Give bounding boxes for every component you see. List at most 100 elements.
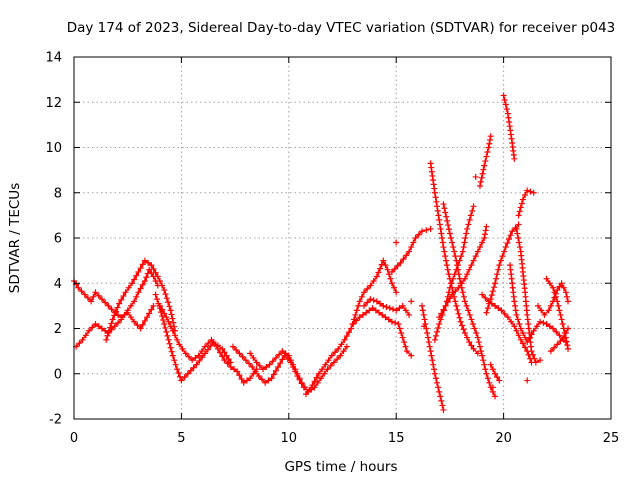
data-point-marker (179, 345, 186, 352)
data-point-marker (439, 402, 446, 409)
data-point-marker (522, 334, 529, 341)
data-point-marker (372, 307, 379, 314)
data-point-marker (171, 357, 178, 364)
data-point-marker (298, 379, 305, 386)
data-point-marker (486, 136, 493, 143)
x-tick-label: 25 (603, 431, 620, 446)
data-point-marker (557, 337, 564, 344)
data-point-marker (116, 300, 123, 307)
data-point-marker (503, 106, 510, 113)
data-point-marker (432, 332, 439, 339)
data-point-marker (500, 92, 507, 99)
data-point-marker (175, 369, 182, 376)
data-point-marker (102, 327, 109, 334)
data-point-marker (131, 276, 138, 283)
data-point-marker (249, 363, 256, 370)
data-point-marker (302, 391, 309, 398)
data-point-marker (189, 357, 196, 364)
data-point-marker (170, 319, 177, 326)
data-point-marker (466, 216, 473, 223)
data-point-marker (418, 228, 425, 235)
data-point-marker (285, 352, 292, 359)
data-point-marker (161, 320, 168, 327)
data-point-marker (348, 325, 355, 332)
data-point-marker (440, 306, 447, 313)
data-point-marker (156, 277, 163, 284)
data-point-marker (401, 339, 408, 346)
data-point-marker (343, 343, 350, 350)
data-point-marker (492, 370, 499, 377)
data-point-marker (322, 361, 329, 368)
data-point-marker (154, 296, 161, 303)
data-point-marker (102, 299, 109, 306)
data-point-marker (370, 277, 377, 284)
data-point-marker (227, 363, 234, 370)
data-point-marker (418, 302, 425, 309)
series-arc-9 (350, 305, 415, 359)
data-point-marker (519, 196, 526, 203)
data-point-marker (463, 302, 470, 309)
series-arc-21 (500, 92, 518, 162)
data-point-marker (397, 259, 404, 266)
data-point-marker (225, 356, 232, 363)
data-point-marker (511, 155, 518, 162)
data-point-marker (509, 228, 516, 235)
data-point-marker (313, 374, 320, 381)
data-point-marker (292, 366, 299, 373)
data-point-marker (515, 332, 522, 339)
data-point-marker (479, 170, 486, 177)
data-point-marker (450, 275, 457, 282)
data-point-marker (468, 316, 475, 323)
data-point-marker (515, 235, 522, 241)
data-point-marker (556, 332, 563, 339)
data-point-marker (360, 289, 367, 296)
data-point-marker (240, 379, 247, 386)
data-point-marker (480, 357, 487, 364)
data-point-marker (516, 239, 523, 246)
data-point-marker (364, 285, 371, 292)
data-point-marker (98, 325, 105, 332)
data-point-marker (133, 293, 140, 300)
data-point-marker (231, 366, 238, 373)
data-point-marker (565, 325, 572, 332)
data-point-marker (440, 244, 447, 251)
data-point-marker (103, 336, 110, 343)
data-point-marker (445, 222, 452, 229)
data-point-marker (162, 324, 169, 331)
data-point-marker (429, 357, 436, 364)
data-point-marker (458, 253, 465, 260)
data-point-marker (480, 166, 487, 173)
data-point-marker (95, 323, 102, 330)
data-point-marker (435, 324, 442, 331)
data-point-marker (373, 298, 380, 305)
data-point-marker (444, 217, 451, 224)
data-point-marker (403, 348, 410, 355)
data-point-marker (501, 248, 508, 255)
data-point-marker (478, 174, 485, 181)
data-point-marker (236, 350, 243, 357)
data-point-marker (459, 322, 466, 329)
data-point-marker (353, 317, 360, 324)
data-point-marker (224, 360, 231, 367)
data-point-marker (108, 306, 115, 313)
data-point-marker (537, 357, 544, 364)
data-point-marker (513, 327, 520, 334)
data-point-marker (146, 310, 153, 317)
data-point-marker (193, 361, 200, 368)
data-point-marker (165, 318, 172, 325)
data-point-marker (176, 341, 183, 348)
data-point-marker (550, 325, 557, 332)
data-point-marker (92, 320, 99, 327)
data-point-marker (296, 375, 303, 382)
data-point-marker (473, 330, 480, 337)
data-point-marker (563, 338, 570, 345)
series-trace (429, 162, 479, 355)
data-point-marker (461, 330, 468, 337)
data-point-marker (199, 354, 206, 361)
data-point-marker (115, 319, 122, 326)
data-point-marker (464, 225, 471, 232)
data-point-marker (527, 188, 534, 195)
data-point-marker (163, 314, 170, 321)
data-point-marker (507, 127, 514, 134)
data-point-marker (547, 302, 554, 309)
